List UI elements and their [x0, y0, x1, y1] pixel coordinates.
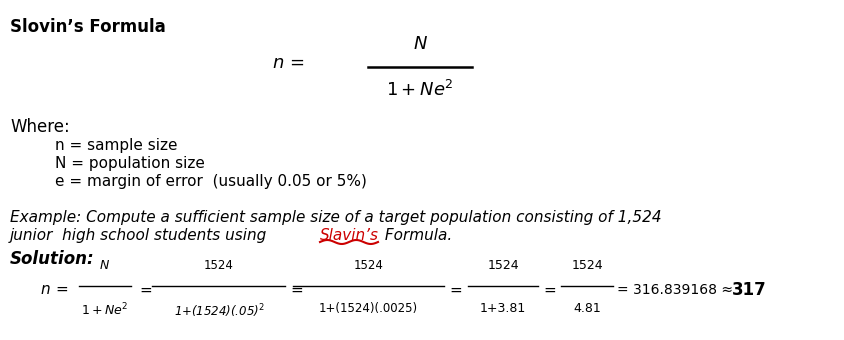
Text: =: =: [290, 283, 303, 298]
Text: $n\,=$: $n\,=$: [272, 54, 305, 72]
Text: = 316.839168 ≈: = 316.839168 ≈: [616, 283, 737, 297]
Text: 1524: 1524: [487, 259, 518, 272]
Text: e = margin of error  (usually 0.05 or 5%): e = margin of error (usually 0.05 or 5%): [55, 174, 366, 189]
Text: Slovin’s Formula: Slovin’s Formula: [10, 18, 165, 36]
Text: $1 + Ne^2$: $1 + Ne^2$: [386, 80, 453, 100]
Text: n = sample size: n = sample size: [55, 138, 177, 153]
Text: Solution:: Solution:: [10, 250, 95, 268]
Text: 4.81: 4.81: [572, 302, 600, 315]
Text: $N$: $N$: [100, 259, 111, 272]
Text: junior  high school students using: junior high school students using: [10, 228, 272, 243]
Text: $n\,=$: $n\,=$: [40, 283, 68, 298]
Text: $N$: $N$: [412, 35, 427, 53]
Text: 1+(1524)(.0025): 1+(1524)(.0025): [318, 302, 418, 315]
Text: Where:: Where:: [10, 118, 70, 136]
Text: $1+Ne^2$: $1+Ne^2$: [81, 302, 128, 319]
Text: 1+3.81: 1+3.81: [479, 302, 526, 315]
Text: Example: Compute a sufficient sample size of a target population consisting of 1: Example: Compute a sufficient sample siz…: [10, 210, 661, 225]
Text: =: =: [543, 283, 555, 298]
Text: 1524: 1524: [203, 259, 234, 272]
Text: 1+(1524)(.05)$^2$: 1+(1524)(.05)$^2$: [173, 302, 264, 320]
Text: =: =: [448, 283, 461, 298]
Text: =: =: [138, 283, 152, 298]
Text: 317: 317: [731, 281, 766, 299]
Text: Slavin’s: Slavin’s: [320, 228, 379, 243]
Text: N = population size: N = population size: [55, 156, 204, 171]
Text: 1524: 1524: [353, 259, 383, 272]
Text: Formula.: Formula.: [380, 228, 452, 243]
Text: 1524: 1524: [571, 259, 602, 272]
